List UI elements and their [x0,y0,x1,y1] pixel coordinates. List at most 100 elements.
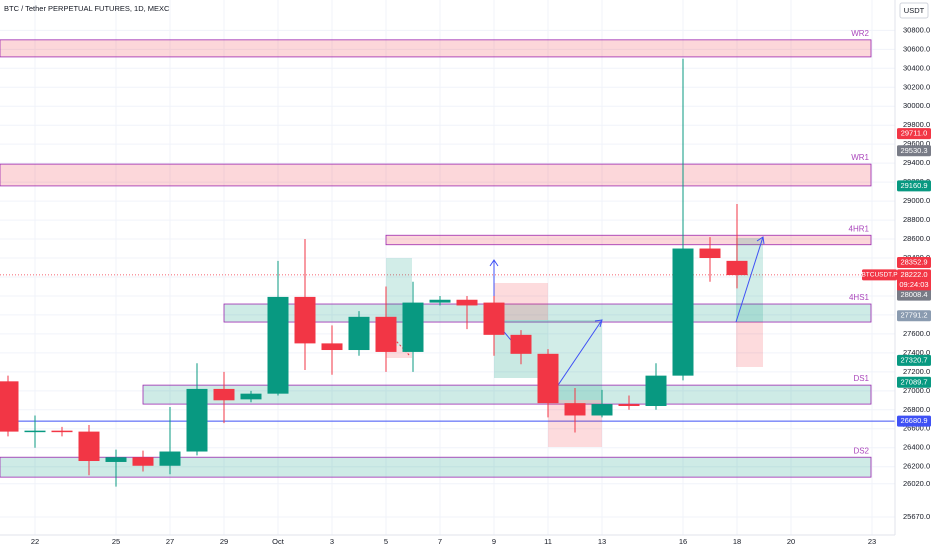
candle-body [186,388,208,452]
price-label-box [897,128,931,140]
y-tick-label: 25670.0 [903,512,930,521]
price-label-box [897,180,931,192]
price-label-box [897,354,931,366]
x-tick-label: 9 [492,537,496,546]
candle-body [132,457,154,466]
chart-title: BTC / Tether PERPETUAL FUTURES, 1D, MEXC [4,4,170,13]
x-tick-label: 29 [220,537,228,546]
x-tick-label: 23 [868,537,876,546]
x-tick-label: 3 [330,537,334,546]
price-label-box [897,310,931,322]
y-tick-label: 29600.0 [903,139,930,148]
candle-body [537,353,559,404]
zone [0,39,872,58]
current-price-label: 28222.0 [900,270,927,279]
y-tick-label: 26200.0 [903,462,930,471]
zone-label: DS2 [853,446,869,455]
currency-button[interactable] [899,2,929,19]
y-tick-label: 28600.0 [903,234,930,243]
zone [142,384,872,405]
candle-body [429,299,451,303]
price-label: 26680.9 [900,416,927,425]
y-tick-label: 30400.0 [903,63,930,72]
y-tick-label: 30200.0 [903,82,930,91]
countdown: 09:24:03 [899,280,928,289]
zone-label: DS1 [853,374,869,383]
candle-body [375,316,397,352]
price-label-box [897,415,931,427]
currency-button-label[interactable]: USDT [904,6,925,15]
y-tick-label: 30000.0 [903,101,930,110]
zone-label: 4HR1 [849,224,870,233]
candle-body [0,381,19,432]
y-tick-label: 28800.0 [903,215,930,224]
candle-body [213,388,235,401]
candle-body [510,334,532,354]
price-label: 27791.2 [900,311,927,320]
candle-body [456,299,478,306]
price-label: 27320.7 [900,355,927,364]
y-tick-label: 26600.0 [903,424,930,433]
price-label-box [897,289,931,301]
y-tick-label: 26800.0 [903,405,930,414]
candle-body [564,403,586,416]
candle-body [51,430,73,433]
x-tick-label: 20 [787,537,795,546]
x-tick-label: 27 [166,537,174,546]
x-tick-label: 16 [679,537,687,546]
y-tick-label: 29000.0 [903,196,930,205]
y-tick-label: 27400.0 [903,348,930,357]
y-tick-label: 26400.0 [903,443,930,452]
candle-body [348,316,370,351]
x-tick-label: 5 [384,537,388,546]
candle-body [267,296,289,394]
y-tick-label: 27200.0 [903,367,930,376]
x-tick-label: 18 [733,537,741,546]
x-tick-label: 25 [112,537,120,546]
current-price-box [897,269,931,291]
symbol-label: BTCUSDT.P [861,272,897,279]
candle-body [240,393,262,400]
price-label-box [897,256,931,268]
y-tick-label: 30600.0 [903,44,930,53]
x-tick-label: 11 [544,537,552,546]
price-label-box [897,376,931,388]
zone [0,163,872,187]
zone-label: WR1 [851,153,869,162]
zone-label: WR2 [851,29,869,38]
candle-body [699,248,721,259]
candle-body [591,404,613,416]
x-tick-label: 22 [31,537,39,546]
y-tick-label: 30800.0 [903,25,930,34]
candle-body [105,457,127,462]
y-tick-label: 29400.0 [903,158,930,167]
y-tick-label: 29800.0 [903,120,930,129]
price-label: 28352.9 [900,257,927,266]
symbol-box [862,269,897,281]
price-label: 29160.9 [900,181,927,190]
candle-body [645,375,667,406]
zone [0,456,872,478]
zone-label: 4HS1 [849,293,870,302]
zone [385,234,872,246]
price-label: 29711.0 [901,129,928,138]
x-tick-label: 13 [598,537,606,546]
price-label-box [897,145,931,157]
candle-body [159,451,181,466]
candle-body [672,248,694,376]
x-tick-label: Oct [272,537,285,546]
candle-body [78,431,100,462]
candle-body [321,343,343,351]
price-label: 27089.7 [900,377,927,386]
price-label: 29530.3 [900,146,927,155]
price-label: 28008.4 [900,290,927,299]
candle-body [618,404,640,406]
y-tick-label: 26020.0 [903,479,930,488]
candle-body [294,296,316,344]
x-tick-label: 7 [438,537,442,546]
candle-body [24,430,46,433]
candle-body [483,302,505,335]
y-tick-label: 27600.0 [903,329,930,338]
